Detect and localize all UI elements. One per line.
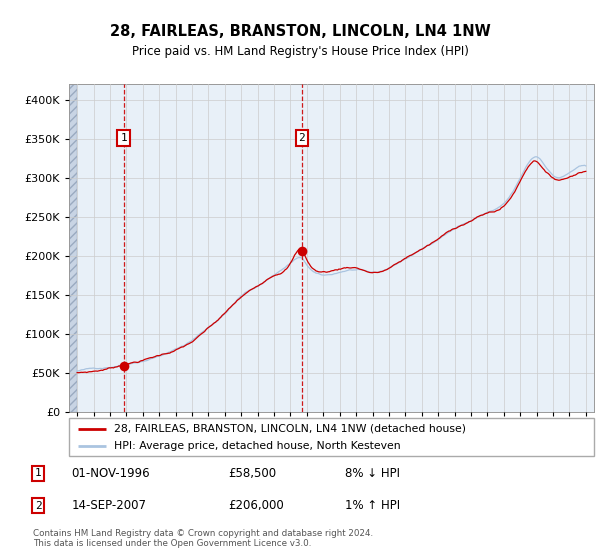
- Text: £58,500: £58,500: [229, 467, 277, 480]
- Text: 1: 1: [35, 468, 41, 478]
- Text: 2: 2: [299, 133, 305, 143]
- Text: 28, FAIRLEAS, BRANSTON, LINCOLN, LN4 1NW: 28, FAIRLEAS, BRANSTON, LINCOLN, LN4 1NW: [110, 24, 490, 39]
- Text: 1% ↑ HPI: 1% ↑ HPI: [344, 499, 400, 512]
- Text: 2: 2: [35, 501, 41, 511]
- Bar: [69, 84, 77, 412]
- FancyBboxPatch shape: [69, 418, 594, 456]
- Text: 14-SEP-2007: 14-SEP-2007: [71, 499, 146, 512]
- Text: 1: 1: [120, 133, 127, 143]
- Text: HPI: Average price, detached house, North Kesteven: HPI: Average price, detached house, Nort…: [113, 441, 400, 451]
- Text: Price paid vs. HM Land Registry's House Price Index (HPI): Price paid vs. HM Land Registry's House …: [131, 45, 469, 58]
- Text: Contains HM Land Registry data © Crown copyright and database right 2024.
This d: Contains HM Land Registry data © Crown c…: [33, 529, 373, 548]
- Text: £206,000: £206,000: [229, 499, 284, 512]
- Text: 01-NOV-1996: 01-NOV-1996: [71, 467, 150, 480]
- Text: 8% ↓ HPI: 8% ↓ HPI: [344, 467, 400, 480]
- Text: 28, FAIRLEAS, BRANSTON, LINCOLN, LN4 1NW (detached house): 28, FAIRLEAS, BRANSTON, LINCOLN, LN4 1NW…: [113, 423, 466, 433]
